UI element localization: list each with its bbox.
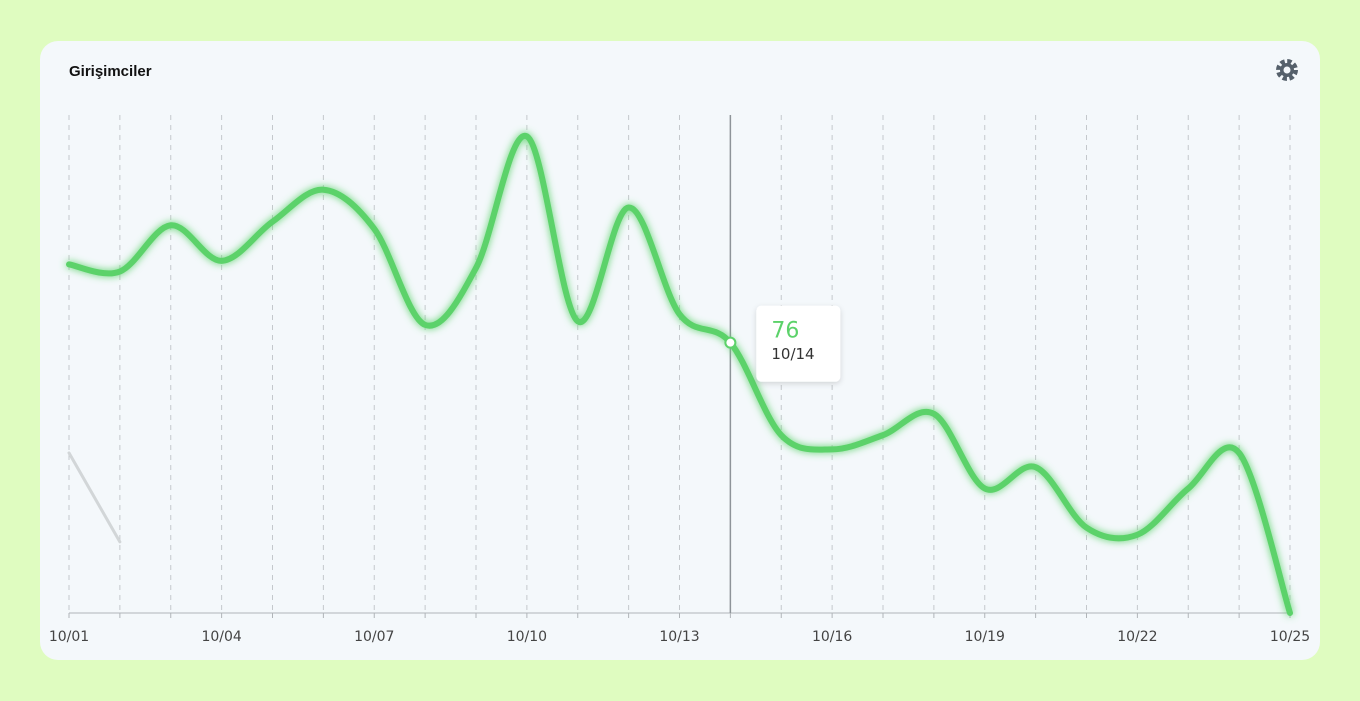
tooltip-label: 10/14 [771, 345, 814, 363]
card [40, 41, 1320, 660]
x-tick-label: 10/25 [1270, 629, 1310, 645]
line-series [67, 451, 122, 544]
chart-title: Girişimciler [69, 63, 152, 80]
x-tick-label: 10/22 [1117, 629, 1157, 645]
x-tick-label: 10/16 [812, 629, 852, 645]
tooltip-box [756, 305, 841, 382]
x-tick-label: 10/19 [965, 629, 1005, 645]
x-tick-label: 10/04 [201, 629, 241, 645]
tooltip-point [724, 336, 737, 349]
line-series [66, 133, 1293, 616]
x-tick-label: 10/13 [659, 629, 699, 645]
x-tick-label: 10/10 [507, 629, 547, 645]
settings-icon[interactable] [1276, 59, 1298, 81]
tooltip-value: 76 [771, 319, 799, 344]
x-tick-label: 10/01 [49, 629, 89, 645]
x-tick-label: 10/07 [354, 629, 394, 645]
